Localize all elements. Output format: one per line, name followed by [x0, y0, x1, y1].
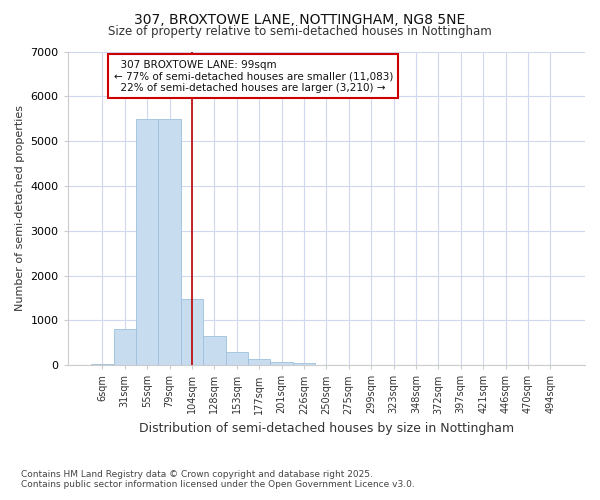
Bar: [248, 360, 271, 365]
Bar: [203, 336, 226, 365]
Text: Size of property relative to semi-detached houses in Nottingham: Size of property relative to semi-detach…: [108, 25, 492, 38]
Text: Contains HM Land Registry data © Crown copyright and database right 2025.
Contai: Contains HM Land Registry data © Crown c…: [21, 470, 415, 489]
Bar: [136, 118, 158, 365]
Text: 307, BROXTOWE LANE, NOTTINGHAM, NG8 5NE: 307, BROXTOWE LANE, NOTTINGHAM, NG8 5NE: [134, 12, 466, 26]
Bar: [271, 362, 293, 365]
Text: 307 BROXTOWE LANE: 99sqm
← 77% of semi-detached houses are smaller (11,083)
  22: 307 BROXTOWE LANE: 99sqm ← 77% of semi-d…: [113, 60, 393, 93]
X-axis label: Distribution of semi-detached houses by size in Nottingham: Distribution of semi-detached houses by …: [139, 422, 514, 435]
Bar: [181, 299, 203, 365]
Bar: [293, 363, 315, 365]
Bar: [226, 352, 248, 365]
Bar: [91, 364, 113, 365]
Bar: [113, 330, 136, 365]
Y-axis label: Number of semi-detached properties: Number of semi-detached properties: [15, 106, 25, 312]
Bar: [158, 118, 181, 365]
